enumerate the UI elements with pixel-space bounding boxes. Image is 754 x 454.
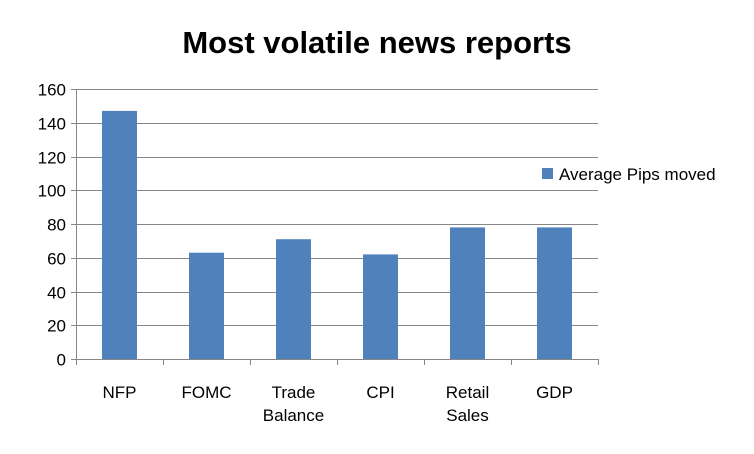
gridlines: [76, 89, 598, 326]
x-category-label: Retail: [446, 383, 489, 402]
y-tick-label: 160: [38, 81, 66, 100]
y-tick-label: 40: [47, 284, 66, 303]
bar: [450, 227, 485, 359]
y-tick-label: 80: [47, 216, 66, 235]
x-category-label: CPI: [366, 383, 394, 402]
legend-swatch: [542, 168, 553, 179]
y-axis-tick-labels: 0 20 40 60 80 100 120 140 160: [38, 81, 66, 370]
x-category-label: NFP: [103, 383, 137, 402]
y-tick-label: 0: [57, 351, 66, 370]
bar-series: [102, 110, 572, 360]
axes: [71, 89, 599, 365]
legend: Average Pips moved: [542, 165, 716, 184]
x-category-label: Trade: [272, 383, 316, 402]
x-category-label: GDP: [536, 383, 573, 402]
y-tick-label: 20: [47, 317, 66, 336]
x-category-label: FOMC: [181, 383, 231, 402]
y-tick-label: 60: [47, 250, 66, 269]
chart-title: Most volatile news reports: [182, 25, 571, 60]
x-category-label: Sales: [446, 406, 489, 425]
y-tick-label: 100: [38, 182, 66, 201]
legend-label: Average Pips moved: [559, 165, 716, 184]
bar: [363, 254, 398, 359]
y-tick-label: 140: [38, 115, 66, 134]
y-tick-label: 120: [38, 149, 66, 168]
bar: [102, 110, 137, 360]
x-category-label: Balance: [263, 406, 324, 425]
bar: [276, 239, 311, 359]
bar: [537, 227, 572, 359]
x-axis-category-labels: NFP FOMC Trade Balance CPI Retail Sales GDP: [103, 383, 573, 425]
bar: [189, 252, 224, 359]
